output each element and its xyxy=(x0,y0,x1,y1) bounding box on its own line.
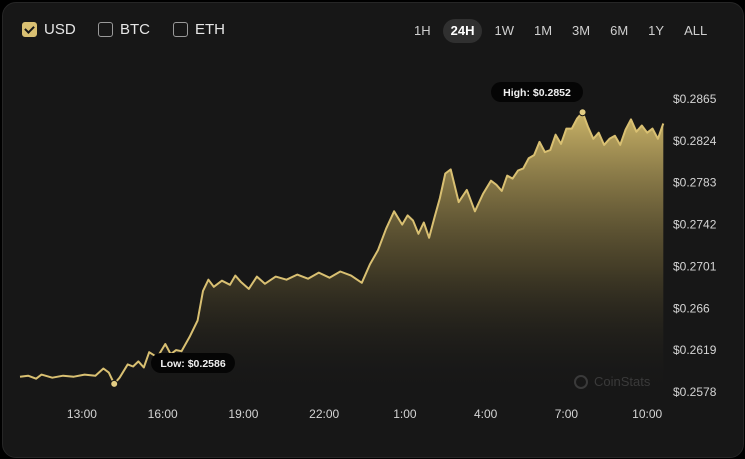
annotations: High: $0.2852 Low: $0.2586 xyxy=(110,82,587,388)
x-tick-label: 7:00 xyxy=(555,407,579,421)
watermark-text: CoinStats xyxy=(594,374,651,389)
high-label: High: $0.2852 xyxy=(503,87,571,99)
range-1m-button[interactable]: 1M xyxy=(533,23,553,38)
x-tick-label: 13:00 xyxy=(67,407,97,421)
low-tooltip xyxy=(151,353,235,373)
y-tick-label: $0.2824 xyxy=(673,134,717,148)
watermark: CoinStats xyxy=(574,374,650,389)
range-3m-button[interactable]: 3M xyxy=(572,23,591,38)
currency-eth-toggle[interactable]: ETH xyxy=(173,21,225,38)
coinstats-logo-icon xyxy=(574,374,588,389)
btc-label: BTC xyxy=(120,21,150,38)
y-tick-label: $0.2578 xyxy=(673,385,717,399)
y-tick-label: $0.2742 xyxy=(673,218,717,232)
low-label: Low: $0.2586 xyxy=(160,358,226,370)
high-tooltip xyxy=(491,82,583,102)
time-range-selector: 1H 24H 1W 1M 3M 6M 1Y ALL xyxy=(406,19,719,43)
range-all-button[interactable]: ALL xyxy=(684,23,708,38)
high-marker xyxy=(578,108,587,117)
y-tick-label: $0.2865 xyxy=(673,92,717,106)
usd-checkbox[interactable] xyxy=(22,22,37,37)
y-tick-label: $0.266 xyxy=(673,301,710,315)
eth-checkbox[interactable] xyxy=(173,22,188,37)
y-tick-label: $0.2783 xyxy=(673,176,717,190)
x-tick-label: 22:00 xyxy=(309,407,339,421)
range-1y-button[interactable]: 1Y xyxy=(648,23,665,38)
eth-label: ETH xyxy=(195,21,225,38)
range-1w-button[interactable]: 1W xyxy=(494,23,514,38)
price-chart[interactable]: $0.2865 $0.2824 $0.2783 $0.2742 $0.2701 $0.26… xyxy=(3,3,743,457)
x-tick-label: 19:00 xyxy=(228,407,258,421)
x-tick-label: 16:00 xyxy=(148,407,178,421)
y-axis: $0.2865 $0.2824 $0.2783 $0.2742 $0.2701 $0.26… xyxy=(673,92,717,399)
price-area-fill xyxy=(20,112,664,393)
btc-checkbox[interactable] xyxy=(98,22,113,37)
usd-label: USD xyxy=(44,21,76,38)
x-tick-label: 10:00 xyxy=(632,407,662,421)
currency-usd-toggle[interactable]: USD xyxy=(22,21,76,38)
x-axis: 13:00 16:00 19:00 22:00 1:00 4:00 7:00 10:00 xyxy=(67,407,663,421)
range-24h-button[interactable]: 24H xyxy=(442,19,483,43)
range-1h-button[interactable]: 1H xyxy=(414,23,431,38)
y-tick-label: $0.2701 xyxy=(673,259,717,273)
low-marker xyxy=(110,379,119,388)
range-6m-button[interactable]: 6M xyxy=(610,23,629,38)
x-tick-label: 1:00 xyxy=(393,407,417,421)
x-tick-label: 4:00 xyxy=(474,407,498,421)
y-tick-label: $0.2619 xyxy=(673,343,717,357)
price-line xyxy=(19,111,665,385)
currency-btc-toggle[interactable]: BTC xyxy=(98,21,150,38)
